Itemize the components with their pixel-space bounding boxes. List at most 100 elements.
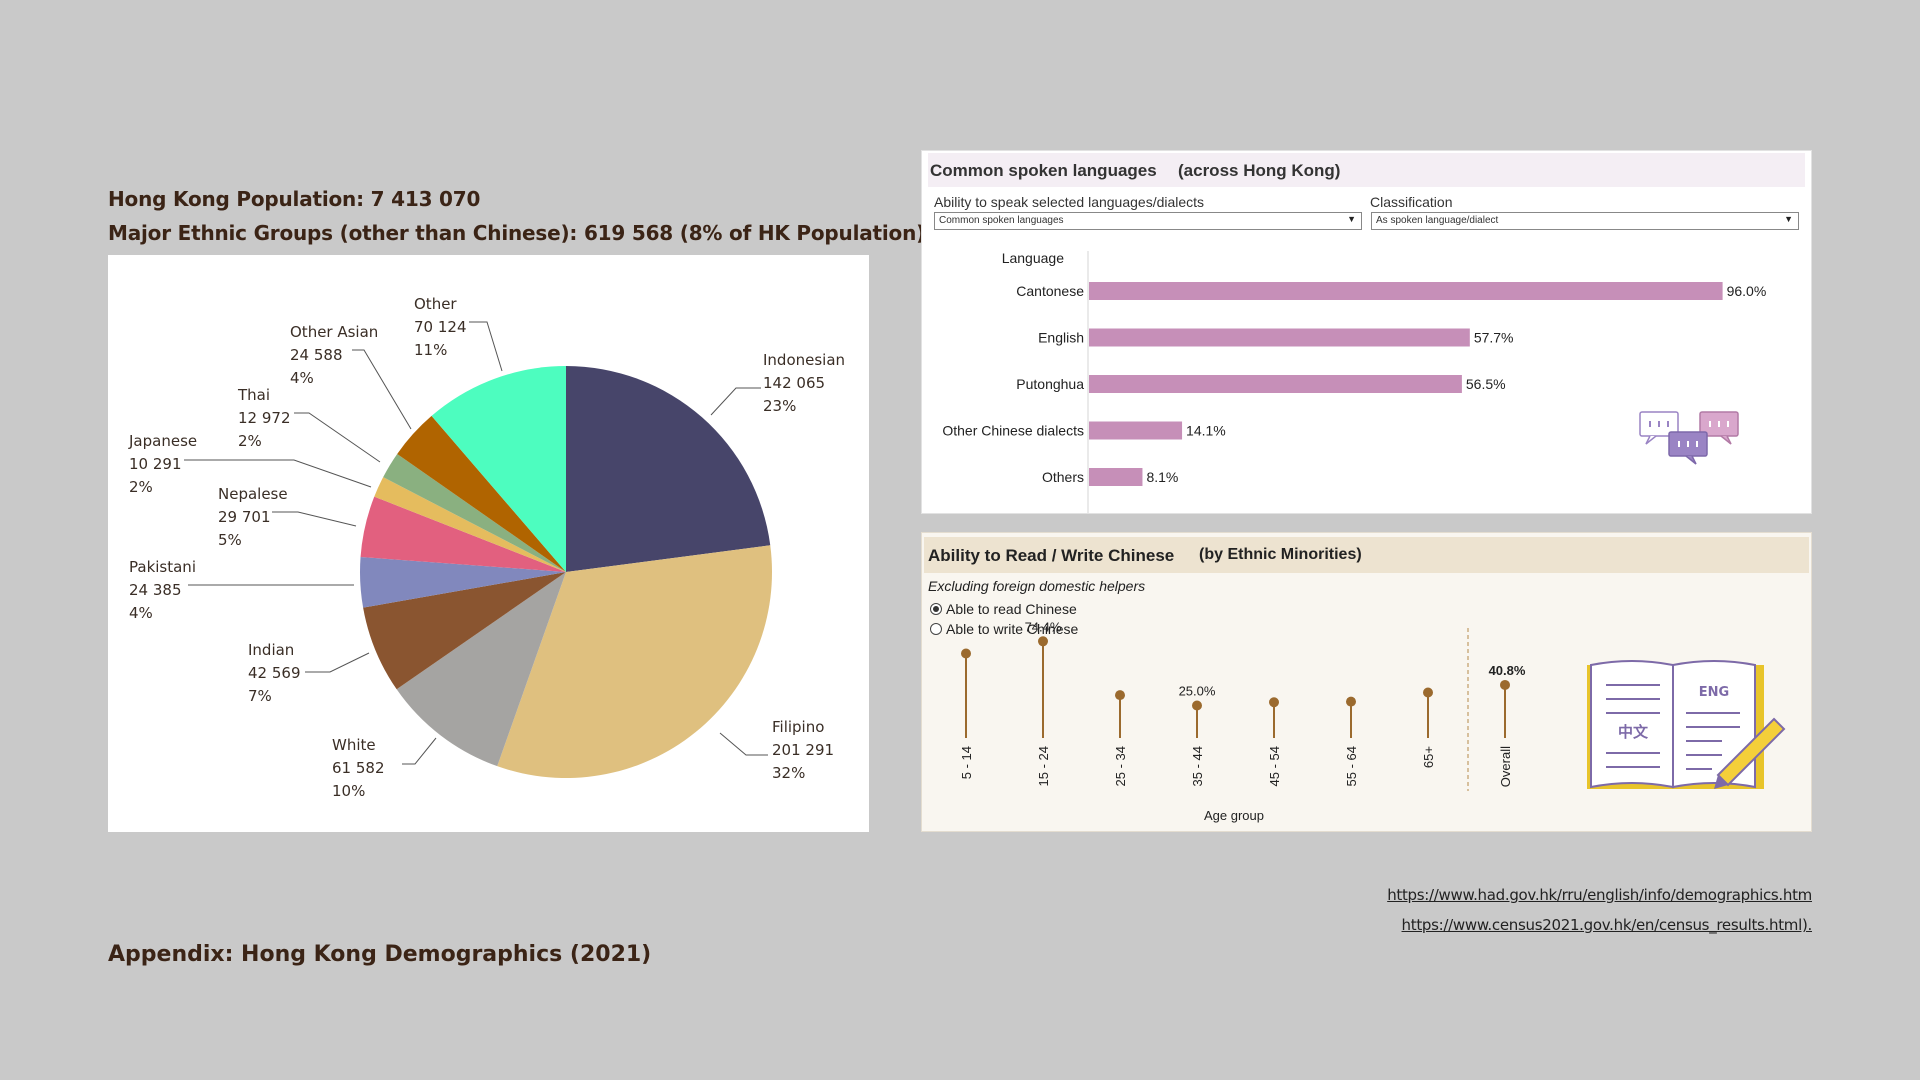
leader-line-other — [469, 321, 503, 372]
classification-filter-select[interactable]: As spoken language/dialect ▼ — [1371, 212, 1799, 230]
pie-value-nepalese: 29 701 — [218, 508, 271, 526]
lollipop-dot-65+ — [1423, 687, 1433, 698]
pie-value-indonesian: 142 065 — [763, 374, 825, 392]
bar-value-others: 8.1% — [1146, 469, 1178, 485]
classification-filter-value: As spoken language/dialect — [1376, 215, 1499, 226]
leader-line-white — [402, 737, 437, 765]
pie-slice-other — [431, 366, 566, 572]
pie-value-pakistani: 24 385 — [129, 581, 182, 599]
radio-selected-icon[interactable] — [930, 603, 942, 615]
pie-value-white: 61 582 — [332, 759, 385, 777]
book-right-text: ENG — [1699, 685, 1729, 700]
read-write-chinese-card: Ability to Read / Write Chinese (by Ethn… — [921, 532, 1812, 832]
bar-label-other-chinese-dialects: Other Chinese dialects — [942, 423, 1084, 439]
spoken-languages-card: Common spoken languages (across Hong Kon… — [921, 150, 1812, 514]
pie-slice-thai — [383, 453, 566, 572]
spoken-languages-title: Common spoken languages — [930, 161, 1157, 180]
pie-label-japanese: Japanese — [128, 432, 197, 450]
bar-others — [1089, 468, 1143, 486]
pie-value-thai: 12 972 — [238, 409, 291, 427]
spoken-languages-header: Common spoken languages (across Hong Kon… — [928, 153, 1805, 187]
read-option[interactable]: Able to read Chinese — [930, 601, 1077, 617]
bar-value-putonghua: 56.5% — [1466, 376, 1506, 392]
pie-pct-filipino: 32% — [772, 764, 805, 782]
lollipop-dot-55-64 — [1346, 696, 1356, 707]
age-group-label-35-44: 35 - 44 — [1190, 746, 1205, 786]
lollipop-dot-5-14 — [961, 648, 971, 659]
lollipop-dot-25-34 — [1115, 690, 1125, 701]
age-group-label-15-24: 15 - 24 — [1036, 746, 1051, 786]
read-write-note: Excluding foreign domestic helpers — [928, 578, 1146, 594]
source-links: https://www.had.gov.hk/rru/english/info/… — [1387, 880, 1812, 940]
book-left-text: 中文 — [1618, 723, 1649, 741]
ethnic-pie-chart: Indonesian 142 065 23% Filipino 201 291 32% Wh… — [128, 295, 845, 800]
ability-filter-select[interactable]: Common spoken languages ▼ — [934, 212, 1362, 230]
leader-line-filipino — [719, 732, 768, 756]
bar-value-other-chinese-dialects: 14.1% — [1186, 423, 1226, 439]
age-group-label-25-34: 25 - 34 — [1113, 746, 1128, 786]
pie-slice-pakistani — [360, 556, 566, 608]
population-title: Hong Kong Population: 7 413 070 — [108, 187, 481, 211]
pie-label-indonesian: Indonesian — [763, 351, 845, 369]
pie-value-other: 70 124 — [414, 318, 467, 336]
language-axis-label: Language — [1002, 250, 1065, 266]
pie-label-white: White — [332, 736, 376, 754]
pie-pct-other: 11% — [414, 341, 447, 359]
source-link-had[interactable]: https://www.had.gov.hk/rru/english/info/… — [1387, 886, 1812, 904]
leader-line-other-asian — [352, 349, 412, 430]
leader-line-nepalese — [272, 511, 357, 527]
lollipop-value-overall: 40.8% — [1489, 663, 1526, 678]
ethnic-groups-title: Major Ethnic Groups (other than Chinese)… — [108, 221, 926, 245]
read-write-title: Ability to Read / Write Chinese — [928, 546, 1175, 565]
write-option[interactable]: Able to write Chinese — [930, 621, 1078, 637]
radio-unselected-icon[interactable] — [930, 623, 942, 635]
pie-pct-nepalese: 5% — [218, 531, 242, 549]
appendix-title: Appendix: Hong Kong Demographics (2021) — [108, 942, 652, 967]
bar-putonghua — [1089, 375, 1462, 393]
lollipop-value-15-24: 74.4% — [1025, 619, 1062, 634]
pie-pct-thai: 2% — [238, 432, 262, 450]
chevron-down-icon: ▼ — [1784, 214, 1793, 224]
pie-value-japanese: 10 291 — [129, 455, 182, 473]
leader-line-indian — [305, 652, 370, 673]
pie-pct-pakistani: 4% — [129, 604, 153, 622]
age-group-axis-label: Age group — [1204, 808, 1264, 823]
leader-line-thai — [294, 412, 381, 463]
pie-slice-japanese — [374, 477, 566, 572]
lollipop-dot-45-54 — [1269, 697, 1279, 708]
read-write-lollipop-chart: 中文 ENG 5 - 14 15 - 24 74.4% 25 - 34 35 - 44 2… — [959, 619, 1786, 823]
pie-slice-white — [396, 572, 566, 767]
source-link-census[interactable]: https://www.census2021.gov.hk/en/census_… — [1401, 916, 1813, 934]
pie-slice-filipino — [497, 545, 772, 778]
bar-other-chinese-dialects — [1089, 421, 1183, 440]
lollipop-dot-35-44 — [1192, 700, 1202, 711]
lollipop-dot-15-24 — [1038, 636, 1048, 647]
title-block: Hong Kong Population: 7 413 070 Major Et… — [108, 182, 925, 250]
bar-value-english: 57.7% — [1474, 330, 1514, 346]
pie-label-pakistani: Pakistani — [129, 558, 196, 576]
ethnic-pie-chart-card: Indonesian 142 065 23% Filipino 201 291 32% Wh… — [108, 255, 869, 832]
spoken-languages-bar-chart: Language Cantonese 96.0% English 57.7% Putong… — [942, 250, 1767, 513]
bar-value-cantonese: 96.0% — [1727, 283, 1767, 299]
pie-pct-indian: 7% — [248, 687, 272, 705]
pie-value-indian: 42 569 — [248, 664, 301, 682]
bar-label-putonghua: Putonghua — [1016, 376, 1084, 392]
write-option-label: Able to write Chinese — [946, 621, 1079, 637]
pie-label-nepalese: Nepalese — [218, 485, 288, 503]
pie-slice-nepalese — [360, 496, 566, 572]
pie-slice-other-asian — [397, 415, 566, 572]
lollipop-value-35-44: 25.0% — [1179, 684, 1216, 699]
pie-label-indian: Indian — [248, 641, 294, 659]
age-group-label-65+: 65+ — [1421, 746, 1436, 768]
pie-pct-japanese: 2% — [129, 478, 153, 496]
bilingual-book-icon: 中文 ENG — [1587, 660, 1786, 789]
age-group-label-overall: Overall — [1498, 746, 1513, 787]
spoken-languages-subtitle: (across Hong Kong) — [1178, 161, 1341, 180]
pie-pct-white: 10% — [332, 782, 365, 800]
bar-cantonese — [1089, 282, 1723, 300]
pie-slice-indian — [363, 572, 566, 690]
age-group-label-5-14: 5 - 14 — [959, 746, 974, 779]
pie-value-filipino: 201 291 — [772, 741, 834, 759]
pie-pct-other-asian: 4% — [290, 369, 314, 387]
bar-english — [1089, 328, 1470, 347]
